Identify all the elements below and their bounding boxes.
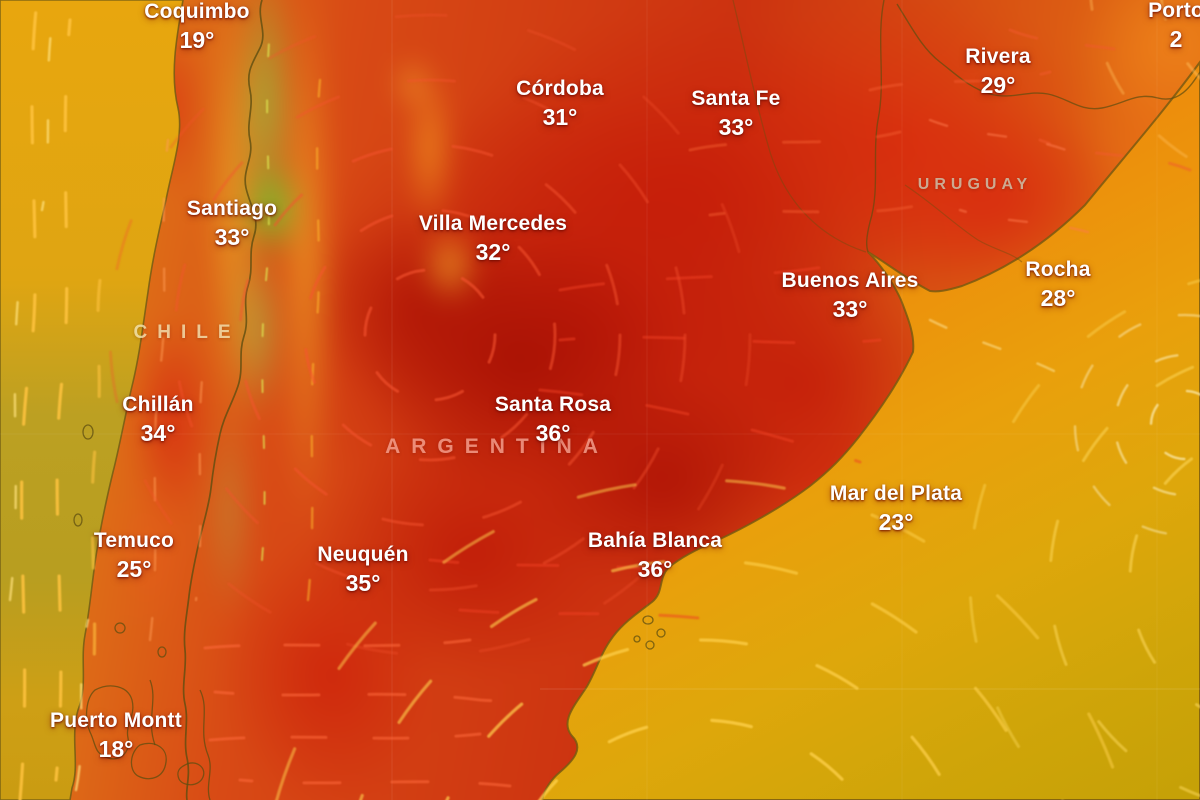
city-name: Porto (1148, 0, 1200, 22)
city-label[interactable]: Temuco 25° (94, 528, 174, 584)
city-name: Bahía Blanca (587, 529, 723, 552)
city-label[interactable]: Santa Rosa 36° (495, 392, 611, 448)
city-temperature: 34° (140, 420, 176, 446)
city-temperature: 33° (718, 114, 754, 140)
city-label[interactable]: Mar del Plata 23° (830, 481, 962, 537)
city-name: Mar del Plata (829, 482, 963, 505)
city-label[interactable]: Rocha 28° (1025, 257, 1090, 313)
city-name: Rivera (965, 45, 1031, 68)
city-label[interactable]: Santa Fe 33° (691, 86, 780, 142)
city-label[interactable]: Villa Mercedes 32° (419, 211, 567, 267)
city-temperature: 36° (535, 420, 571, 446)
city-temperature: 25° (116, 556, 152, 582)
city-name: Córdoba (516, 77, 604, 100)
city-name: Neuquén (317, 543, 409, 566)
city-name: Santiago (186, 197, 278, 220)
city-name: Coquimbo (144, 0, 250, 23)
city-temperature: 31° (542, 104, 578, 130)
rio-negro-uruguay (904, 184, 1023, 263)
uruguay-river (865, 0, 885, 253)
city-label[interactable]: Buenos Aires 33° (782, 268, 919, 324)
city-name: Temuco (93, 529, 175, 552)
city-temperature: 32° (475, 239, 511, 265)
wind-streamlines (8, 0, 1200, 800)
city-temperature: 23° (878, 509, 914, 535)
city-temperature: 2 (1169, 26, 1183, 52)
country-name: CHILE (133, 322, 241, 343)
city-temperature: 35° (345, 570, 381, 596)
city-label[interactable]: Neuquén 35° (317, 542, 408, 598)
city-temperature: 36° (637, 556, 673, 582)
city-temperature: 19° (179, 27, 215, 53)
chile-argentina-border (182, 0, 264, 800)
country-label: ARGENTINA (385, 435, 609, 459)
parana-river (732, 0, 867, 253)
city-temperature: 33° (214, 224, 250, 250)
city-name: Puerto Montt (50, 709, 182, 732)
city-name: Santa Fe (691, 87, 781, 110)
country-name: URUGUAY (917, 176, 1033, 193)
city-label[interactable]: Bahía Blanca 36° (588, 528, 722, 584)
city-name: Villa Mercedes (418, 212, 568, 235)
city-name: Buenos Aires (781, 269, 919, 292)
atlantic-ocean (540, 60, 1200, 800)
city-label[interactable]: Porto 2 (1148, 0, 1200, 54)
country-borders (182, 0, 1200, 800)
city-name: Santa Rosa (494, 393, 612, 416)
lakes-and-islands (73, 424, 666, 800)
country-label: CHILE (134, 322, 241, 344)
city-temperature: 28° (1040, 285, 1076, 311)
city-name: Rocha (1025, 258, 1091, 281)
city-label[interactable]: Rivera 29° (965, 44, 1030, 100)
city-name: Chillán (122, 393, 194, 416)
city-label[interactable]: Córdoba 31° (516, 76, 604, 132)
city-label[interactable]: Chillán 34° (122, 392, 193, 448)
city-temperature: 33° (832, 296, 868, 322)
uruguay-brazil-border (896, 3, 1200, 110)
city-temperature: 18° (98, 736, 134, 762)
pacific-ocean (0, 0, 184, 800)
city-temperature: 29° (980, 72, 1016, 98)
city-label[interactable]: Santiago 33° (187, 196, 277, 252)
city-label[interactable]: Puerto Montt 18° (50, 708, 182, 764)
city-label[interactable]: Coquimbo 19° (144, 0, 249, 55)
country-name: ARGENTINA (385, 435, 609, 458)
country-label: URUGUAY (918, 176, 1032, 194)
